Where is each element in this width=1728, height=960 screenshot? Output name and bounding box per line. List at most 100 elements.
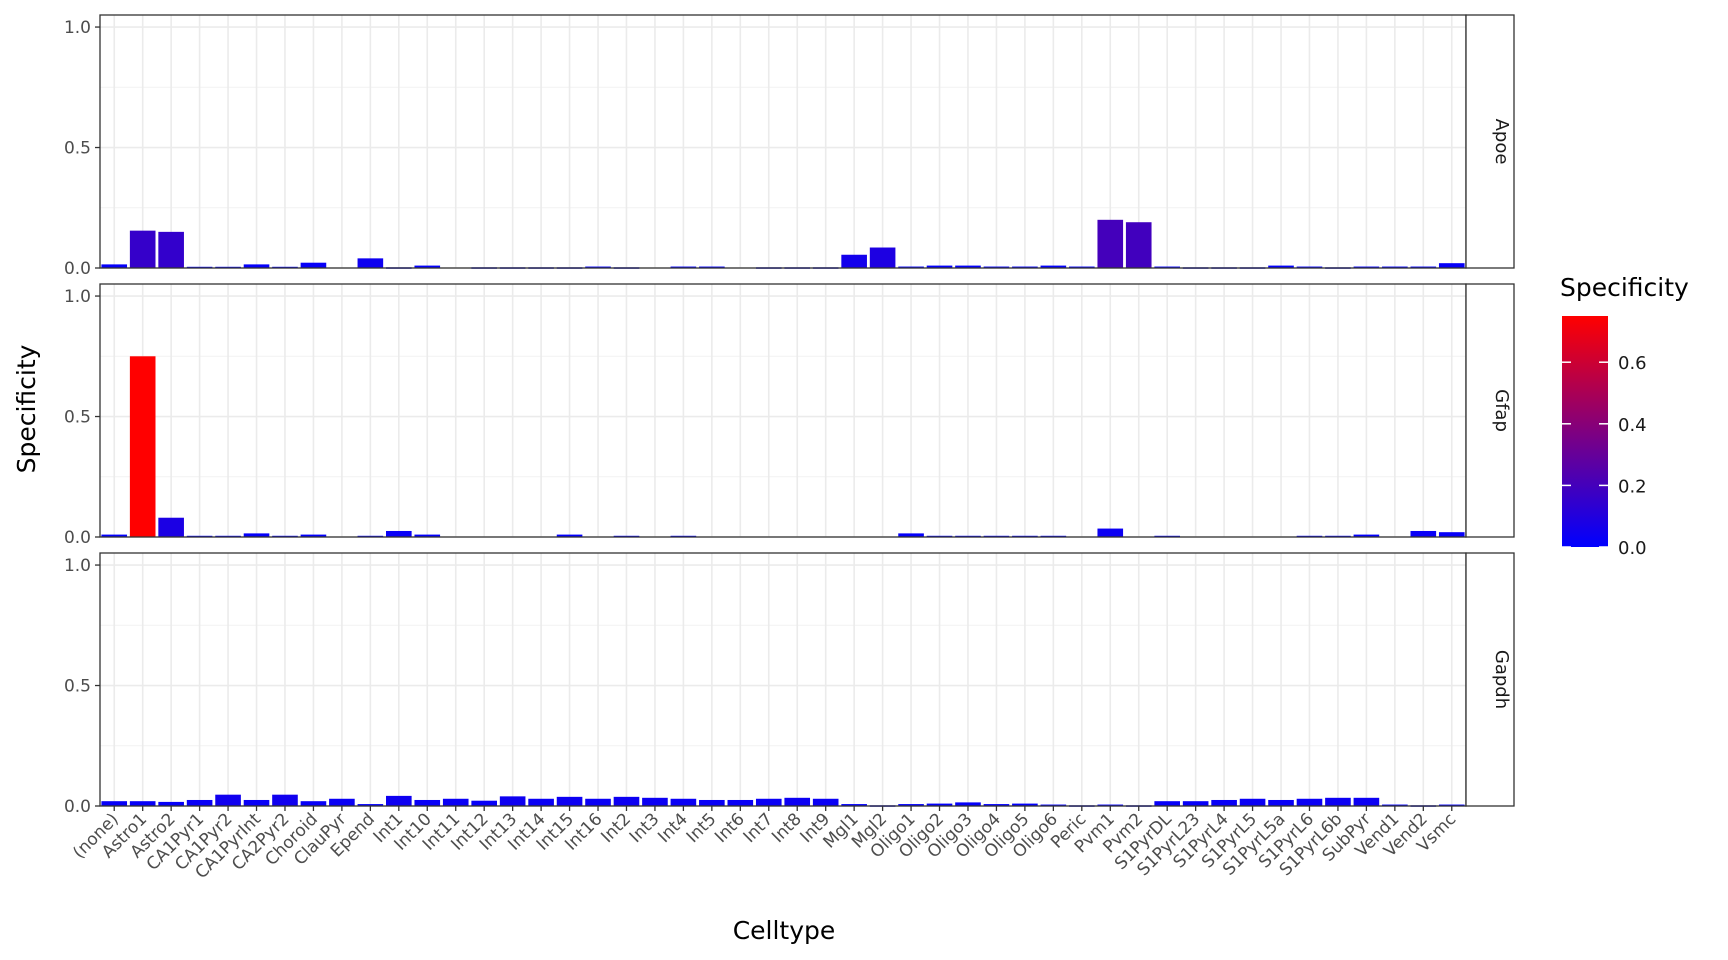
y-tick-label: 0.5 [64,677,91,697]
bar-apoe-oligo3 [955,265,981,268]
bar-gapdh-int12 [471,800,497,806]
bar-gapdh-ca1pyr1 [186,799,213,806]
facet-panel-apoe: 0.0 0.5 1.0 Apoe [64,14,1515,279]
bar-gapdh-int9 [812,798,839,806]
x-axis-ticks: (none)Astro1Astro2CA1Pyr1CA1Pyr2CA1PyrIn… [69,806,1460,883]
legend-tick-label: 0.4 [1618,415,1647,436]
facet-strip [1465,14,1515,269]
bar-gapdh-int10 [414,799,441,806]
bar-gapdh-epend [357,804,384,806]
bar-gapdh-oligo5 [1012,803,1038,806]
bar-apoe-mgl2 [869,247,896,268]
bar-apoe-peric [1069,266,1095,269]
bar-apoe-vend1 [1382,266,1408,269]
bar-apoe-s1pyrl6 [1296,266,1323,269]
panel-background [100,553,1466,806]
bar-gapdh-ca1pyrint [243,799,270,806]
bar-apoe-vsmc [1438,263,1465,268]
y-tick-label: 1.0 [64,556,91,576]
bar-apoe-s1pyrl5a [1268,265,1294,268]
legend-tick-label: 0.2 [1618,476,1647,497]
y-tick-label: 0.0 [64,797,91,817]
bar-apoe-subpyr [1353,266,1380,269]
bar-gapdh-s1pyrl5 [1239,798,1266,806]
bar-gapdh-ca1pyr2 [215,794,241,806]
bar-gapdh-none [101,801,128,806]
legend-tick-label: 0.6 [1618,353,1647,374]
bar-gfap-vsmc [1438,532,1465,537]
bar-apoe-astro2 [158,231,184,268]
bar-apoe-int10 [414,265,441,268]
bar-gapdh-vend1 [1382,804,1408,807]
bar-apoe-mgl1 [841,254,867,268]
bar-gapdh-oligo6 [1040,804,1067,807]
x-axis-title: Celltype [733,916,836,945]
bar-apoe-s1pyrdl [1154,266,1180,269]
bar-gfap-astro2 [158,517,184,537]
bar-apoe-epend [357,258,384,268]
bar-gapdh-astro2 [158,801,184,806]
y-axis-title: Specificity [12,344,41,473]
bar-apoe-oligo5 [1012,266,1038,269]
y-tick-label: 1.0 [64,18,91,38]
facet-panel-gfap: 0.0 0.5 1.0 Gfap [64,283,1515,548]
legend-title: Specificity [1560,273,1689,302]
facet-strip [1465,552,1515,807]
bar-gapdh-oligo1 [898,804,924,806]
facet-panels: 0.0 0.5 1.0 Apoe 0.0 0.5 1.0 Gfap 0.0 0.5 1.0 Gapdh [64,14,1515,817]
bar-gapdh-int8 [784,797,811,806]
facet-strip [1465,283,1515,538]
y-tick-label: 0.5 [64,408,91,428]
bar-gfap-astro1 [129,356,156,537]
bar-apoe-int5 [699,266,725,269]
bar-apoe-none [101,264,128,268]
bar-gfap-int10 [414,534,441,537]
bar-gapdh-mgl1 [841,804,867,806]
bar-gapdh-claupyr [329,798,355,806]
bar-gapdh-int5 [699,799,725,806]
bar-apoe-int4 [670,266,697,269]
legend: Specificity 0.0 0.2 0.4 0.6 [1560,273,1689,559]
bar-gapdh-s1pyrdl [1154,801,1180,806]
bar-gapdh-vsmc [1438,804,1465,807]
bar-gfap-int1 [386,530,412,537]
bar-gapdh-int14 [528,798,554,806]
bar-gapdh-s1pyrl23 [1182,801,1209,806]
bar-apoe-vend2 [1410,266,1437,269]
bar-gapdh-pvm1 [1097,804,1124,807]
bar-apoe-pvm1 [1097,219,1124,268]
panel-background [100,284,1466,537]
bar-gapdh-int11 [442,798,469,806]
bar-gapdh-int16 [585,798,611,806]
bar-gapdh-int1 [386,795,412,806]
bar-gapdh-astro1 [129,801,156,806]
facet-strip-label: Gfap [1491,389,1512,432]
bar-gapdh-int7 [755,798,782,806]
bar-gapdh-int4 [670,798,697,806]
bar-gapdh-choroid [300,801,327,806]
bar-apoe-oligo2 [926,265,953,268]
bar-gfap-vend2 [1410,530,1437,537]
y-tick-label: 0.5 [64,139,91,159]
bar-gapdh-int6 [727,799,754,806]
bar-apoe-int16 [585,266,611,269]
bar-gapdh-int3 [642,797,668,806]
bar-gapdh-oligo4 [983,804,1010,806]
y-tick-label: 1.0 [64,287,91,307]
bar-apoe-choroid [300,262,327,268]
bar-apoe-oligo4 [983,266,1010,269]
bar-gapdh-oligo3 [955,802,981,806]
panel-background [100,15,1466,268]
bar-gfap-int15 [556,534,583,537]
bar-gfap-ca1pyrint [243,533,270,537]
bar-gapdh-s1pyrl5a [1268,799,1294,806]
bar-gfap-oligo1 [898,533,924,537]
bar-gfap-none [101,534,128,537]
bar-gapdh-s1pyrl6b [1325,797,1351,806]
legend-tick-label: 0.0 [1618,538,1647,559]
bar-gapdh-int13 [499,796,526,806]
bar-apoe-pvm2 [1125,222,1152,268]
bar-gfap-choroid [300,534,327,537]
bar-gfap-pvm1 [1097,528,1124,537]
